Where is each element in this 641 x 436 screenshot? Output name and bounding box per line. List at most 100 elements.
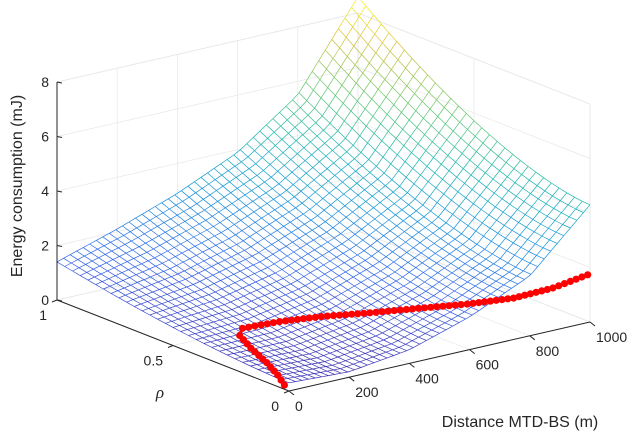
mesh-line (272, 183, 280, 189)
mesh-line (263, 284, 271, 288)
mesh-line (356, 340, 363, 344)
mesh-line (207, 286, 216, 293)
mesh-line (148, 206, 156, 211)
mesh-line (306, 368, 313, 371)
mesh-line (383, 61, 392, 70)
mesh-line (199, 281, 208, 287)
mesh-line (530, 266, 538, 275)
mesh-line (441, 155, 449, 165)
mesh-line (454, 290, 463, 296)
mesh-line (166, 291, 174, 295)
mesh-line (356, 183, 365, 191)
mesh-line (416, 210, 425, 218)
mesh-line (331, 323, 340, 329)
mesh-line (492, 178, 502, 186)
mesh-line (411, 143, 419, 153)
mesh-line (297, 326, 305, 330)
mesh-line (304, 219, 312, 225)
optimal-point (329, 312, 337, 320)
mesh-line (379, 316, 388, 322)
mesh-line (194, 331, 202, 335)
mesh-line (387, 203, 395, 209)
optimal-point (532, 288, 540, 296)
mesh-line (388, 214, 396, 221)
mesh-line (373, 14, 382, 25)
mesh-line (327, 339, 336, 345)
mesh-line (329, 123, 339, 132)
mesh-line (313, 174, 321, 181)
mesh-line (301, 202, 311, 210)
mesh-line (480, 200, 488, 210)
mesh-line (360, 25, 368, 36)
mesh-line (540, 215, 548, 225)
mesh-line (253, 313, 261, 317)
mesh-line (333, 368, 341, 371)
mesh-line (335, 341, 343, 345)
mesh-line (502, 276, 511, 281)
mesh-line (205, 220, 214, 227)
mesh-line (196, 337, 203, 340)
mesh-line (475, 285, 484, 291)
mesh-line (500, 258, 509, 264)
mesh-line (513, 234, 521, 244)
mesh-line (188, 249, 197, 256)
mesh-line (385, 96, 394, 106)
mesh-line (125, 252, 134, 259)
mesh-line (423, 326, 432, 331)
mesh-line (102, 236, 111, 243)
mesh-line (325, 279, 333, 284)
mesh-line (182, 261, 192, 268)
mesh-line (231, 306, 239, 310)
grid-line-y (172, 276, 475, 346)
mesh-line (146, 291, 153, 295)
mesh-line (305, 81, 314, 91)
mesh-line (377, 79, 386, 90)
mesh-line (505, 154, 513, 163)
mesh-line (277, 165, 285, 172)
mesh-line (135, 274, 145, 280)
mesh-line (200, 177, 209, 185)
optimal-point (384, 307, 392, 315)
mesh-line (356, 343, 365, 348)
mesh-line (226, 213, 234, 219)
mesh-line (228, 170, 237, 178)
mesh-line (303, 276, 312, 283)
mesh-line (234, 224, 243, 231)
mesh-line (408, 119, 418, 128)
mesh-line (437, 107, 445, 117)
mesh-line (418, 336, 427, 341)
mesh-line (371, 350, 380, 355)
mesh-line (453, 219, 461, 229)
mesh-line (358, 264, 367, 270)
mesh-line (501, 190, 509, 199)
mesh-line (270, 230, 278, 235)
mesh-line (489, 219, 497, 229)
mesh-line (146, 294, 155, 300)
mesh-line (220, 159, 228, 165)
mesh-line (312, 331, 321, 337)
mesh-line (272, 112, 280, 119)
mesh-line (498, 292, 506, 298)
mesh-line (299, 172, 307, 180)
mesh-line (342, 345, 350, 349)
mesh-line (347, 164, 356, 172)
mesh-line (238, 346, 247, 351)
mesh-line (314, 191, 324, 199)
mesh-line (370, 240, 378, 246)
mesh-line (260, 138, 268, 145)
mesh-line (296, 322, 305, 328)
mesh-line (146, 248, 154, 253)
mesh-line (410, 127, 418, 137)
mesh-line (293, 343, 301, 347)
mesh-line (297, 153, 306, 161)
mesh-line (406, 85, 415, 94)
optimal-point (415, 304, 423, 312)
mesh-line (244, 194, 253, 202)
mesh-line (294, 307, 303, 313)
mesh-line (291, 166, 299, 173)
mesh-line (244, 300, 252, 305)
mesh-line (171, 273, 178, 278)
mesh-line (367, 133, 375, 144)
mesh-line (172, 281, 180, 285)
mesh-line (255, 163, 264, 171)
